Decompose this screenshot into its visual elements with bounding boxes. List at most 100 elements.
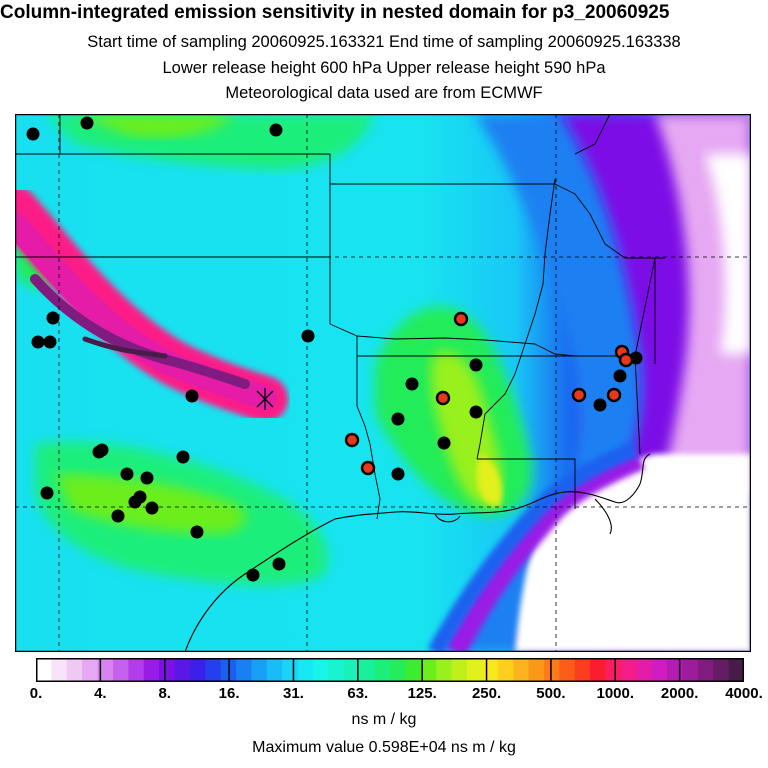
site-black xyxy=(92,445,106,459)
map-frame xyxy=(15,114,751,652)
site-black xyxy=(26,127,40,141)
colorbar-swatch xyxy=(574,658,591,682)
colorbar-swatch xyxy=(466,658,483,682)
red-sites xyxy=(344,311,634,476)
colorbar-swatch xyxy=(636,658,653,682)
colorbar-tick-label: 125. xyxy=(407,685,437,702)
site-black xyxy=(405,377,419,391)
colorbar-swatch xyxy=(313,658,330,682)
colorbar-tick-label: 8. xyxy=(158,685,171,702)
colorbar-tick-label: 63. xyxy=(347,685,369,702)
emission-plume-darkest xyxy=(82,336,168,359)
colorbar-swatch xyxy=(343,658,360,682)
site-red xyxy=(360,460,376,476)
colorbar-swatch xyxy=(374,658,391,682)
site-black xyxy=(111,509,125,523)
site-black xyxy=(40,486,54,500)
colorbar-swatch xyxy=(205,658,222,682)
site-red xyxy=(435,390,451,406)
colorbar-swatch xyxy=(420,658,437,682)
colorbar-swatch xyxy=(236,658,253,682)
colorbar-swatch xyxy=(543,658,560,682)
colorbar-swatch xyxy=(143,658,160,682)
site-black xyxy=(301,329,315,343)
colorbar-swatch xyxy=(282,658,299,682)
site-black xyxy=(120,467,134,481)
north-yellowgreen-core xyxy=(75,114,235,138)
site-red xyxy=(618,352,634,368)
colorbar-swatch xyxy=(66,658,83,682)
colorbar-swatch xyxy=(667,658,684,682)
colorbar-swatch xyxy=(451,658,468,682)
colorbar-swatch xyxy=(112,658,129,682)
site-red xyxy=(344,432,360,448)
site-red xyxy=(571,387,587,403)
coastline xyxy=(184,453,651,652)
maximum-value-text: Maximum value 0.598E+04 ns m / kg xyxy=(252,739,516,756)
colorbar-swatch xyxy=(620,658,637,682)
colorbar-swatch xyxy=(159,658,176,682)
colorbar-swatch xyxy=(513,658,530,682)
release-location-cross xyxy=(256,388,274,410)
black-sites xyxy=(26,116,643,582)
colorbar-swatch xyxy=(590,658,607,682)
colorbar-tick-label: 500. xyxy=(536,685,566,702)
central-yellow-core xyxy=(476,454,503,507)
site-black xyxy=(128,495,142,509)
colorbar-swatch xyxy=(174,658,191,682)
site-black xyxy=(246,568,260,582)
site-black xyxy=(43,335,57,349)
political-boundaries xyxy=(15,114,665,520)
colorbar-swatch xyxy=(128,658,145,682)
colorbar-tick-label: 1000. xyxy=(596,685,635,702)
colorbar-swatch xyxy=(482,658,499,682)
gulf-blue-edge xyxy=(428,441,639,652)
site-red xyxy=(453,311,469,327)
colorbar-swatch xyxy=(82,658,99,682)
site-black xyxy=(613,369,627,383)
colorbar-tick-label: 4. xyxy=(94,685,107,702)
site-black xyxy=(31,335,45,349)
colorbar-tick-label: 31. xyxy=(283,685,304,702)
colorbar-swatch xyxy=(728,658,744,682)
site-black xyxy=(190,525,204,539)
colorbar-swatch xyxy=(436,658,453,682)
site-black xyxy=(593,398,607,412)
eastern-white-area xyxy=(705,154,751,354)
site-black xyxy=(185,389,199,403)
colorbar-swatch xyxy=(297,658,314,682)
colorbar-swatch xyxy=(528,658,545,682)
site-black xyxy=(80,116,94,130)
sensitivity-map xyxy=(15,114,751,652)
colorbar-swatch xyxy=(605,658,622,682)
emission-plume-core xyxy=(30,274,250,389)
colorbar-swatch xyxy=(697,658,714,682)
site-black xyxy=(145,501,159,515)
colorbar-swatch xyxy=(651,658,668,682)
site-black xyxy=(269,123,283,137)
site-black xyxy=(176,450,190,464)
site-black xyxy=(437,436,451,450)
plot-title: Column-integrated emission sensitivity i… xyxy=(0,2,670,23)
colorbar-swatch xyxy=(189,658,206,682)
colorbar-swatch xyxy=(36,658,52,682)
site-red xyxy=(606,387,622,403)
colorbar-swatch xyxy=(266,658,283,682)
sampling-times: Start time of sampling 20060925.163321 E… xyxy=(87,33,681,51)
colorbar-tick-label: 4000. xyxy=(725,685,763,702)
site-black xyxy=(469,358,483,372)
colorbar-tick-label: 250. xyxy=(471,685,502,702)
site-black xyxy=(391,467,405,481)
site-black xyxy=(140,471,154,485)
met-data-source: Meteorological data used are from ECMWF xyxy=(225,84,543,102)
colorbar xyxy=(36,658,744,682)
colorbar-swatch xyxy=(97,658,114,682)
colorbar-swatch xyxy=(405,658,422,682)
site-black xyxy=(272,557,286,571)
colorbar-units: ns m / kg xyxy=(351,711,417,728)
site-black xyxy=(391,412,405,426)
colorbar-frame xyxy=(36,658,744,682)
colorbar-swatch xyxy=(359,658,376,682)
colorbar-swatch xyxy=(390,658,406,682)
release-heights: Lower release height 600 hPa Upper relea… xyxy=(162,59,606,77)
